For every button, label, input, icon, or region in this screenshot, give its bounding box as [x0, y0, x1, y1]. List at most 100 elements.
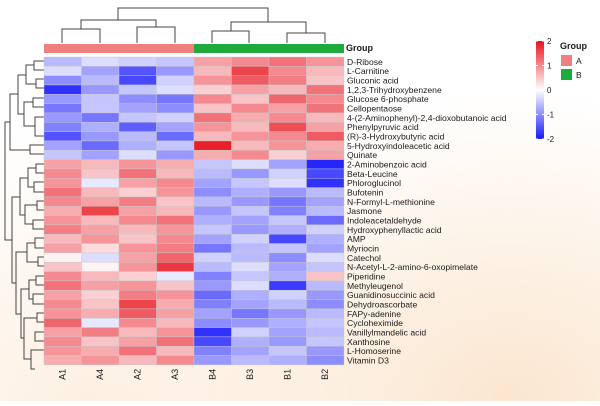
- heatmap-cell: [156, 243, 195, 254]
- row-label: Catechol: [347, 253, 381, 263]
- heatmap-cell: [231, 112, 270, 123]
- heatmap-cell: [156, 168, 195, 179]
- heatmap-cell: [156, 234, 195, 244]
- row-label: Indoleacetaldehyde: [347, 215, 422, 225]
- heatmap-cell: [268, 206, 307, 216]
- heatmap-cell: [156, 280, 195, 291]
- heatmap-cell: [231, 280, 270, 291]
- row-label: Methyleugenol: [347, 281, 403, 291]
- heatmap-cell: [306, 262, 345, 272]
- heatmap-cell: [43, 66, 82, 76]
- heatmap-cell: [81, 56, 120, 67]
- heatmap-cell: [43, 280, 82, 291]
- heatmap-cell: [193, 215, 232, 226]
- heatmap-cell: [231, 327, 270, 338]
- heatmap-cell: [43, 94, 82, 104]
- heatmap-cell: [43, 178, 82, 188]
- group-legend: AB: [561, 55, 582, 80]
- group-bar-label: Group: [346, 43, 373, 53]
- heatmap-cell: [231, 355, 270, 366]
- heatmap-cell: [268, 56, 307, 67]
- heatmap-cell: [156, 224, 195, 235]
- heatmap-cell: [81, 215, 120, 226]
- heatmap-cell: [81, 299, 120, 310]
- heatmap-cell: [193, 308, 232, 319]
- column-label: A1: [58, 369, 68, 380]
- heatmap-cell: [118, 187, 157, 198]
- heatmap-cell: [43, 150, 82, 160]
- row-label: Cellopentaose: [347, 104, 402, 114]
- heatmap-cell: [193, 94, 232, 104]
- heatmap-cell: [268, 299, 307, 310]
- heatmap-cell: [43, 271, 82, 282]
- heatmap-cell: [231, 140, 270, 151]
- heatmap-cell: [43, 206, 82, 216]
- heatmap-cell: [156, 215, 195, 226]
- heatmap-cell: [193, 262, 232, 272]
- group-legend-swatch: [561, 55, 572, 66]
- heatmap-cell: [43, 252, 82, 263]
- heatmap-cell: [156, 346, 195, 356]
- heatmap-cell: [193, 290, 232, 300]
- heatmap-cell: [118, 243, 157, 254]
- heatmap-cell: [268, 262, 307, 272]
- heatmap-cell: [81, 224, 120, 235]
- heatmap-cell: [118, 318, 157, 328]
- heatmap-cell: [231, 84, 270, 95]
- row-label: Phenylpyruvic acid: [347, 122, 419, 132]
- heatmap-cell: [306, 346, 345, 356]
- heatmap-cell: [193, 355, 232, 366]
- column-label: B3: [245, 369, 255, 380]
- heatmap-cell: [156, 252, 195, 263]
- heatmap-cell: [156, 103, 195, 114]
- heatmap-cell: [193, 346, 232, 356]
- row-label: Beta-Leucine: [347, 169, 398, 179]
- heatmap-cell: [193, 187, 232, 198]
- heatmap-cell: [231, 168, 270, 179]
- heatmap-cell: [268, 196, 307, 207]
- heatmap-cell: [118, 112, 157, 123]
- color-scale-ticks: 2 1 0 -1 -2: [536, 37, 555, 144]
- group-cell: [306, 44, 344, 53]
- heatmap-cell: [156, 122, 195, 132]
- heatmap-cell: [193, 84, 232, 95]
- heatmap-cell: [193, 112, 232, 123]
- color-scale-tick-label: 0: [547, 86, 552, 95]
- heatmap-cell: [118, 178, 157, 188]
- heatmap-cell: [268, 75, 307, 86]
- heatmap-cell: [81, 66, 120, 76]
- heatmap-cell: [118, 355, 157, 366]
- heatmap-cell: [81, 290, 120, 300]
- heatmap-cell: [43, 103, 82, 114]
- row-label: FAPy-adenine: [347, 309, 401, 319]
- heatmap-cell: [43, 75, 82, 86]
- heatmap-cell: [118, 122, 157, 132]
- row-label: Hydroxyphenyllactic acid: [347, 225, 442, 235]
- heatmap-cell: [81, 94, 120, 104]
- group-legend-title: Group: [560, 41, 587, 51]
- row-label: Bufotenin: [347, 187, 384, 197]
- heatmap-cell: [156, 75, 195, 86]
- row-label: Phloroglucinol: [347, 178, 401, 188]
- heatmap-cell: [306, 327, 345, 338]
- heatmap-cell: [81, 178, 120, 188]
- heatmap-cell: [43, 243, 82, 254]
- heatmap-cell: [193, 75, 232, 86]
- group-annotation-bar: [44, 44, 344, 53]
- heatmap-cell: [268, 168, 307, 179]
- heatmap-cell: [306, 66, 345, 76]
- heatmap-cell: [193, 159, 232, 170]
- column-label: B4: [208, 369, 218, 380]
- heatmap-cell: [81, 168, 120, 179]
- heatmap-cell: [43, 299, 82, 310]
- heatmap-cell: [268, 187, 307, 198]
- row-dendrogram: [4, 60, 44, 370]
- heatmap-cell: [118, 84, 157, 95]
- heatmap-cell: [193, 243, 232, 254]
- row-label: Guanidinosuccinic acid: [347, 290, 435, 300]
- heatmap-cell: [193, 140, 232, 151]
- heatmap-cell: [43, 355, 82, 366]
- heatmap-cell: [231, 234, 270, 244]
- heatmap-cell: [81, 84, 120, 95]
